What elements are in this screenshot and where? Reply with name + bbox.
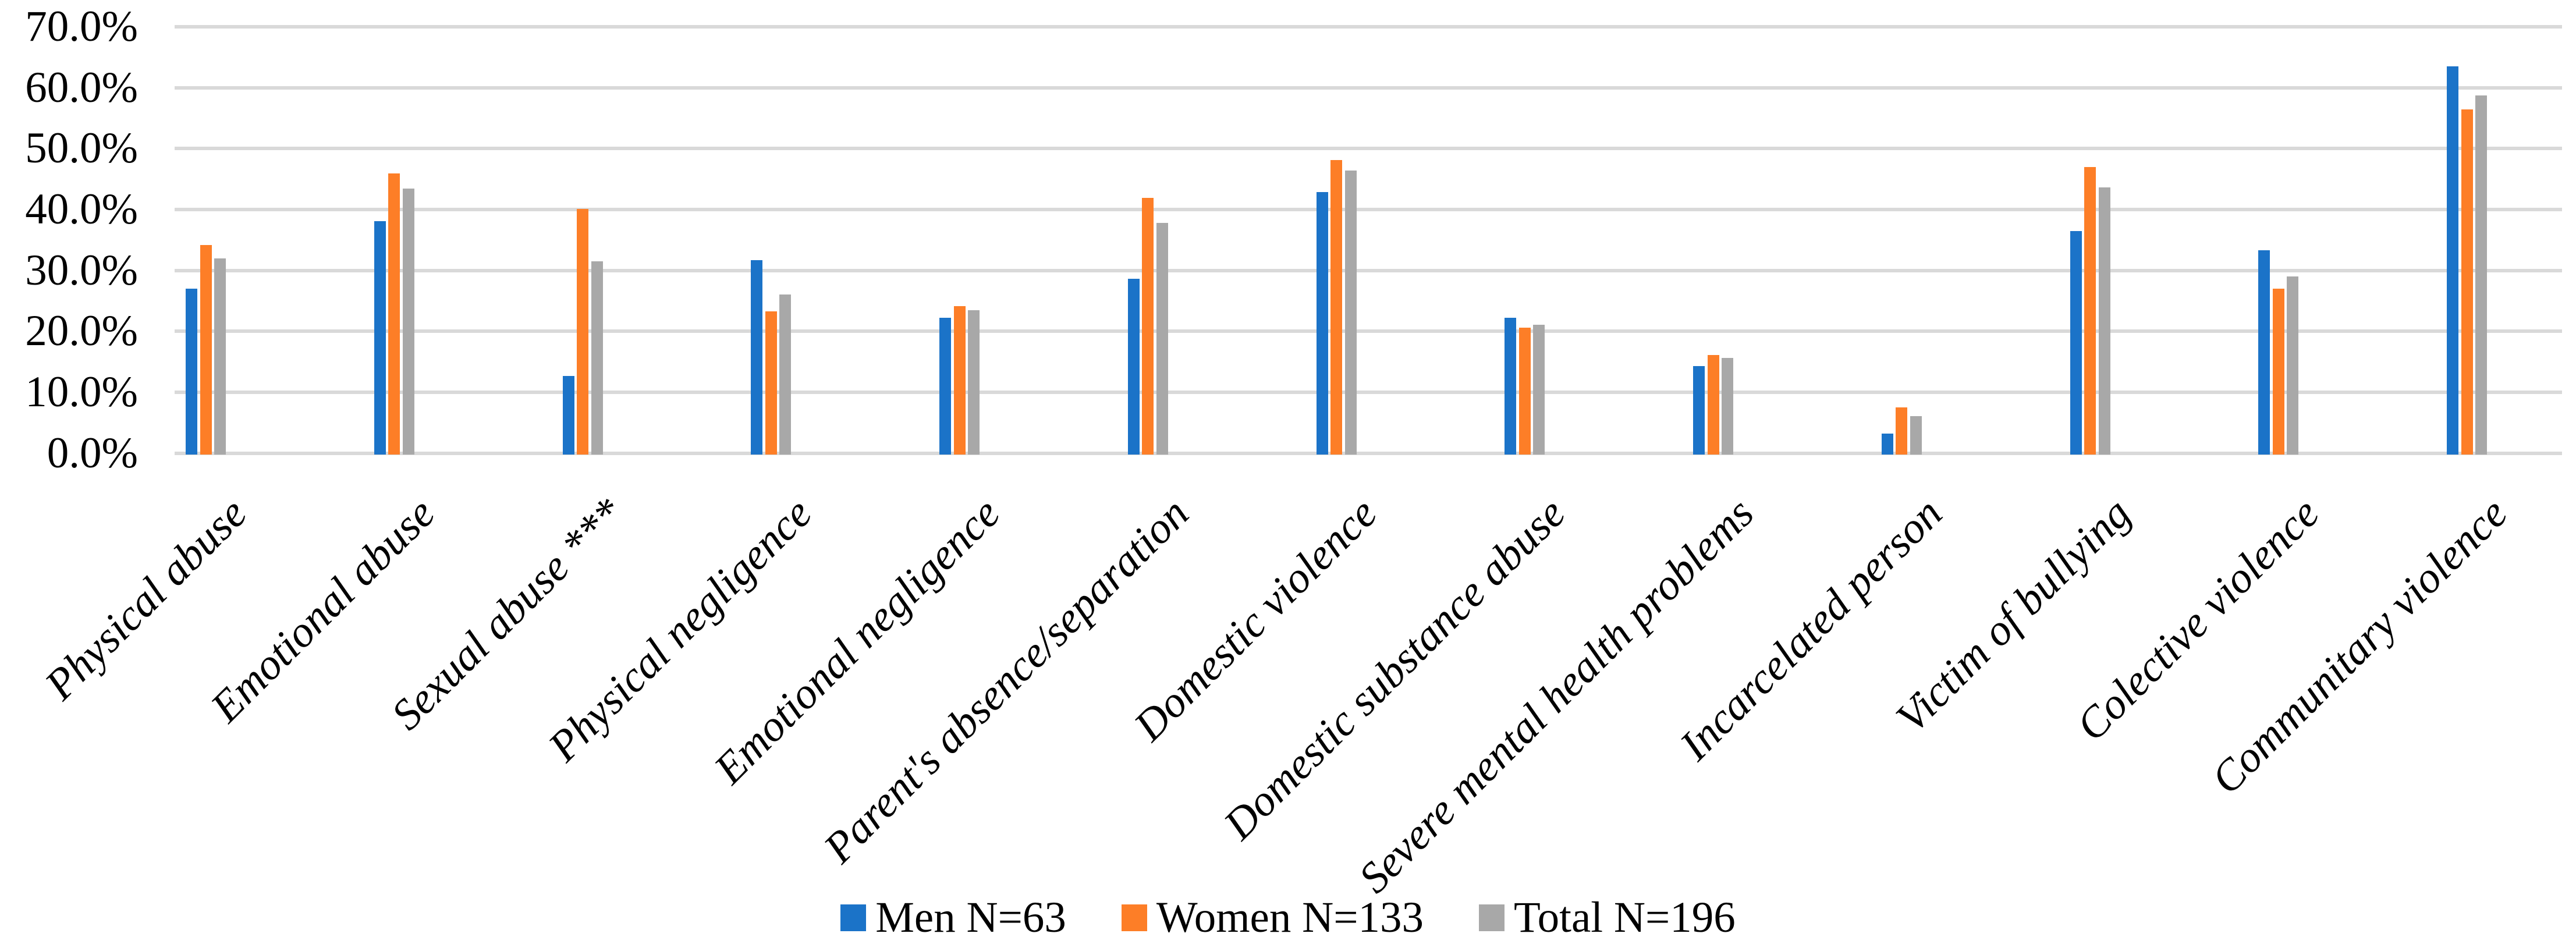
bar (1722, 358, 1733, 455)
bar (1693, 365, 1705, 455)
bar (953, 306, 966, 455)
bar (1707, 355, 1719, 455)
bar (779, 294, 792, 455)
bar (1881, 434, 1893, 455)
gridline-30 (175, 268, 2562, 272)
bar (591, 261, 603, 455)
gridline-60 (175, 86, 2562, 90)
bar (374, 221, 386, 455)
bar (186, 288, 197, 455)
y-axis-tick-label: 50.0% (25, 124, 138, 173)
bar (939, 318, 951, 455)
bar (402, 189, 414, 455)
bar (200, 244, 212, 455)
bar (562, 375, 574, 455)
legend-swatch-icon (840, 904, 867, 931)
bar (765, 311, 777, 455)
legend-swatch-icon (1479, 904, 1505, 931)
bar (2287, 276, 2299, 455)
bar (2461, 109, 2473, 455)
bar (1910, 416, 1922, 455)
bar (214, 258, 226, 455)
legend-label: Total N=196 (1514, 893, 1736, 942)
bar (1505, 318, 1517, 455)
bar (388, 173, 400, 455)
bar (1142, 198, 1154, 455)
gridline-50 (175, 147, 2562, 151)
category-label: Severe mental health problems (1350, 489, 1764, 903)
y-axis-tick-label: 0.0% (47, 428, 138, 477)
bar (2272, 288, 2284, 455)
y-axis-tick-label: 70.0% (25, 2, 138, 51)
legend-item: Total N=196 (1479, 893, 1736, 943)
bar (1344, 170, 1357, 455)
bar (1316, 191, 1328, 455)
gridline-20 (175, 329, 2562, 333)
bar (577, 208, 588, 455)
y-axis-tick-label: 10.0% (25, 367, 138, 416)
gridline-70 (175, 25, 2562, 29)
bar (751, 260, 763, 455)
y-axis-tick-label: 40.0% (25, 184, 138, 233)
legend-label: Women N=133 (1156, 893, 1424, 942)
bar (968, 310, 980, 455)
bar (1330, 160, 1342, 455)
bar (1156, 222, 1168, 455)
bar (2098, 187, 2110, 455)
bar (1518, 327, 1531, 455)
bar (1533, 324, 1545, 455)
gridline-40 (175, 207, 2562, 211)
category-label: Domestic substance abuse (1215, 489, 1575, 849)
legend-label: Men N=63 (875, 893, 1066, 942)
category-label: Parent's absence/separation (814, 489, 1198, 872)
legend-item: Men N=63 (840, 893, 1066, 943)
gridline-0 (175, 451, 2562, 455)
bar (2084, 166, 2096, 455)
bar (2070, 230, 2082, 455)
y-axis-tick-label: 30.0% (25, 246, 138, 294)
legend-swatch-icon (1121, 904, 1147, 931)
y-axis-tick-label: 60.0% (25, 63, 138, 112)
chart-legend: Men N=63 Women N=133 Total N=196 (0, 893, 2576, 943)
bar (1896, 407, 1908, 455)
bar (2475, 95, 2487, 455)
y-axis-tick-label: 20.0% (25, 307, 138, 356)
bar (2258, 250, 2270, 455)
gridline-10 (175, 390, 2562, 394)
legend-item: Women N=133 (1121, 893, 1424, 943)
bar (2447, 66, 2458, 455)
bar (1127, 279, 1140, 455)
